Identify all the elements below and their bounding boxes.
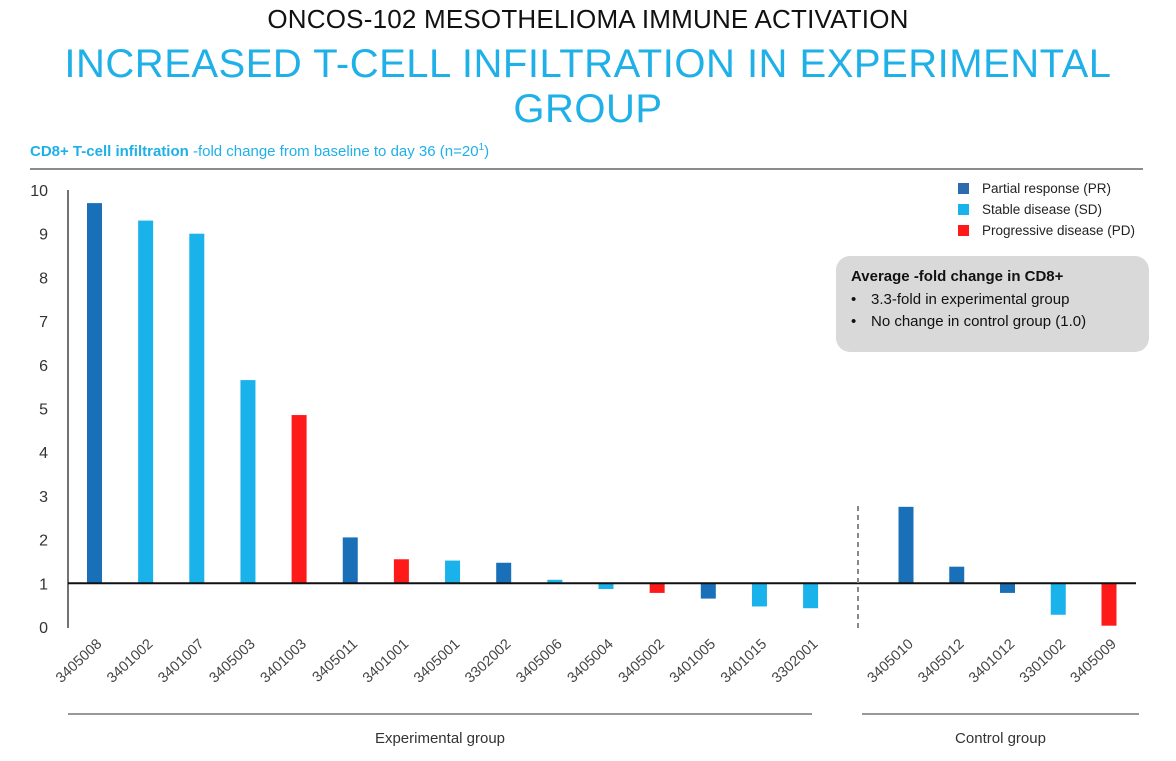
bar: [445, 560, 461, 584]
callout-title: Average -fold change in CD8+: [851, 268, 1064, 285]
chart-supertitle: ONCOS-102 MESOTHELIOMA IMMUNE ACTIVATION: [267, 4, 909, 34]
y-tick-label: 1: [39, 576, 48, 593]
bar: [700, 583, 716, 599]
y-tick-label: 8: [39, 270, 48, 287]
legend-item-pd: Progressive disease (PD): [958, 220, 1135, 241]
y-tick-label: 3: [39, 489, 48, 506]
bar: [649, 583, 665, 593]
bar: [949, 566, 965, 584]
y-tick-label: 10: [30, 183, 48, 200]
callout-item: • 3.3-fold in experimental group: [851, 289, 1135, 311]
bar: [547, 579, 563, 584]
callout-item-text: 3.3-fold in experimental group: [871, 291, 1070, 308]
legend-item-pr: Partial response (PR): [958, 178, 1135, 199]
bar: [342, 537, 358, 584]
average-callout: Average -fold change in CD8+ • 3.3-fold i…: [836, 256, 1149, 352]
legend-label-sd: Stable disease (SD): [982, 202, 1103, 217]
y-tick-label: 0: [39, 620, 48, 637]
chart-subtitle: CD8+ T-cell infiltration -fold change fr…: [30, 142, 489, 160]
bar: [1000, 583, 1015, 593]
x-tick-label: 3405010: [865, 636, 917, 686]
x-tick-label: 3302001: [769, 636, 821, 686]
bar: [87, 203, 102, 584]
x-tick-label: 3401012: [966, 636, 1018, 686]
y-tick-label: 6: [39, 358, 48, 375]
x-tick-label: 3405006: [513, 636, 565, 686]
callout-item: • No change in control group (1.0): [851, 311, 1135, 333]
x-tick-label: 3405008: [53, 636, 105, 686]
x-tick-label: 3301002: [1017, 636, 1069, 686]
y-tick-label: 4: [39, 445, 48, 462]
x-tick-label: 3401015: [718, 636, 770, 686]
bar: [189, 233, 205, 584]
bar: [138, 220, 154, 584]
subtitle-rest: -fold change from baseline to day 36 (n=…: [188, 143, 479, 160]
bar: [598, 583, 614, 589]
bar: [240, 380, 256, 584]
bar: [291, 415, 307, 584]
legend-swatch-pd: [958, 225, 969, 236]
bar: [393, 559, 409, 584]
bar: [496, 562, 512, 584]
y-tick-label: 9: [39, 227, 48, 244]
legend-label-pd: Progressive disease (PD): [982, 223, 1136, 238]
y-tick-label: 5: [39, 402, 48, 419]
x-tick-label: 3401005: [667, 636, 719, 686]
legend-swatch-pr: [958, 183, 969, 194]
subtitle-close: ): [484, 143, 490, 160]
x-tick-label: 3405001: [411, 636, 463, 686]
x-tick-label: 3405009: [1068, 636, 1120, 686]
x-tick-label: 3405003: [206, 636, 258, 686]
subtitle-footnote: 1: [478, 142, 485, 153]
x-tick-label: 3405002: [616, 636, 668, 686]
group-label-experimental: Experimental group: [374, 730, 506, 747]
y-tick-label: 7: [39, 314, 48, 331]
chart-title: INCREASED T-CELL INFILTRATION IN EXPERIM…: [64, 42, 1112, 131]
bar: [1101, 583, 1117, 626]
bar: [751, 583, 767, 607]
bar: [803, 583, 819, 609]
x-tick-label: 3405012: [915, 636, 967, 686]
group-label-control: Control group: [955, 730, 1046, 747]
x-tick-label: 3302002: [462, 636, 514, 686]
bullet-icon: •: [851, 313, 857, 330]
bar: [898, 506, 914, 584]
legend: Partial response (PR) Stable disease (SD…: [958, 178, 1135, 241]
y-tick-label: 2: [39, 533, 48, 550]
subtitle-bold: CD8+ T-cell infiltration: [30, 143, 189, 160]
top-rule: [30, 168, 1143, 170]
x-tick-label: 3401003: [258, 636, 310, 686]
legend-swatch-sd: [958, 204, 969, 215]
x-tick-label: 3401002: [104, 636, 156, 686]
x-tick-label: 3401007: [155, 636, 207, 686]
x-tick-label: 3401001: [360, 636, 412, 686]
callout-item-text: No change in control group (1.0): [871, 313, 1087, 330]
legend-item-sd: Stable disease (SD): [958, 199, 1135, 220]
bullet-icon: •: [851, 291, 857, 308]
x-tick-label: 3405004: [565, 636, 617, 686]
legend-label-pr: Partial response (PR): [982, 181, 1112, 196]
x-tick-label: 3405011: [310, 636, 361, 685]
bar: [1050, 583, 1066, 615]
